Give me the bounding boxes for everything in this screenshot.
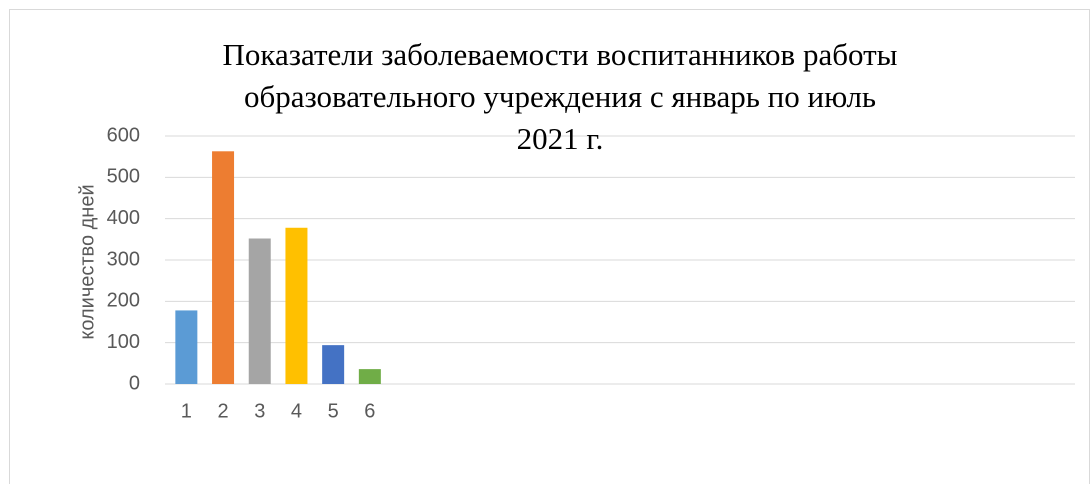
x-tick-label: 3 [254,400,265,422]
x-tick-label: 4 [291,400,302,422]
y-tick-label: 300 [107,248,140,270]
chart-title: Показатели заболеваемости воспитанников … [222,37,898,156]
x-tick-label: 6 [364,400,375,422]
bar [322,345,345,384]
y-tick-label: 100 [107,331,140,353]
x-tick-label: 2 [217,400,228,422]
bar [212,151,235,384]
x-tick-label: 5 [328,400,339,422]
y-tick-label: 0 [129,372,140,394]
x-tick-label: 1 [181,400,192,422]
y-tick-label: 500 [107,166,140,188]
bar [248,238,271,384]
y-tick-label: 400 [107,207,140,229]
bar [285,227,308,384]
bar [175,310,198,384]
y-axis-label: количество дней [76,184,98,339]
y-tick-label: 200 [107,290,140,312]
bar [358,369,381,384]
chart-border [9,9,1090,484]
y-tick-label: 600 [107,124,140,146]
